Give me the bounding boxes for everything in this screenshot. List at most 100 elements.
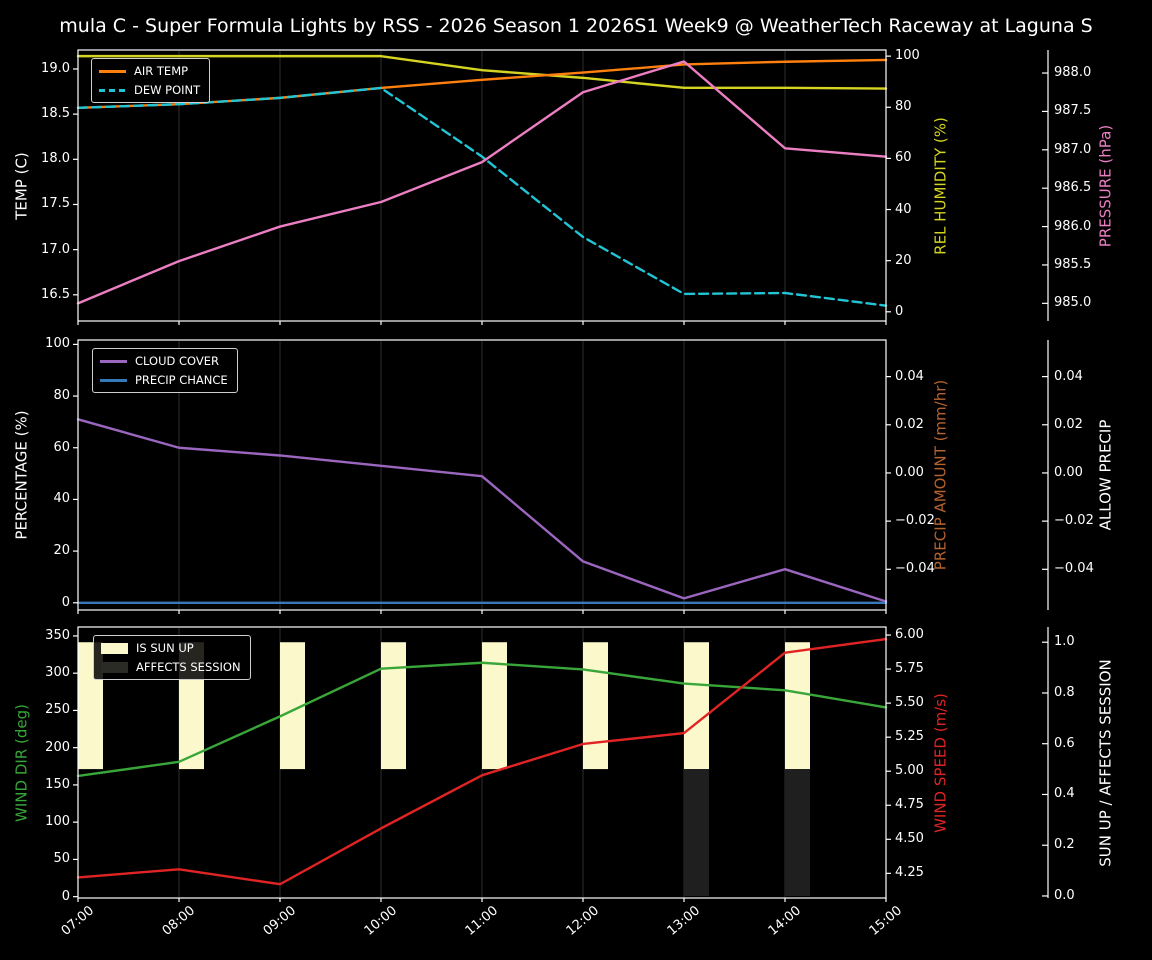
- bar-is-sun-up: [684, 642, 709, 770]
- bar-affects-session: [785, 769, 810, 896]
- bar-is-sun-up: [583, 642, 608, 770]
- y-tick-label: 18.5: [41, 106, 70, 122]
- series-rel-humidity: [76, 54, 888, 90]
- y-tick-label: 0.2: [1054, 837, 1075, 853]
- y-tick-label: 5.00: [895, 763, 924, 779]
- y-tick-label: 987.0: [1054, 141, 1092, 157]
- axis-label-precip-amount-mm-hr: PRECIP AMOUNT (mm/hr): [931, 379, 950, 571]
- y-tick-label: 350: [45, 627, 70, 643]
- y-tick-label: 18.0: [41, 151, 70, 167]
- legend-item-is-sun-up: IS SUN UP: [101, 641, 241, 655]
- y-tick-label: 200: [45, 739, 70, 755]
- series-dew-point: [76, 86, 888, 307]
- legend-item-dew-point: DEW POINT: [99, 83, 200, 97]
- y-tick-label: 100: [45, 814, 70, 830]
- y-tick-label: 40: [53, 491, 70, 507]
- y-tick-label: 0: [61, 888, 70, 904]
- legend-swatch: [100, 359, 127, 363]
- y-tick-label: 20: [53, 543, 70, 559]
- y-tick-label: 300: [45, 665, 70, 681]
- legend-panel-2: CLOUD COVER PRECIP CHANCE: [92, 348, 238, 393]
- y-tick-label: 4.50: [895, 831, 924, 847]
- legend-item-air-temp: AIR TEMP: [99, 64, 200, 78]
- y-tick-label: 987.5: [1054, 103, 1092, 119]
- y-tick-label: 985.0: [1054, 295, 1092, 311]
- y-tick-label: 60: [53, 439, 70, 455]
- y-tick-label: 16.5: [41, 286, 70, 302]
- y-tick-label: 17.0: [41, 241, 70, 257]
- y-tick-label: 50: [53, 851, 70, 867]
- y-tick-label: −0.02: [1054, 513, 1094, 529]
- axis-label-pressure-hpa: PRESSURE (hPa): [1096, 124, 1115, 247]
- legend-item-affects-session: AFFECTS SESSION: [101, 660, 241, 674]
- legend-label: DEW POINT: [134, 83, 201, 97]
- legend-label: CLOUD COVER: [135, 354, 220, 368]
- axis-label-sun-up-affects-session: SUN UP / AFFECTS SESSION: [1096, 658, 1115, 867]
- y-tick-label: 250: [45, 702, 70, 718]
- y-tick-label: 150: [45, 776, 70, 792]
- bar-is-sun-up: [482, 642, 507, 770]
- y-tick-label: 5.50: [895, 695, 924, 711]
- legend-swatch: [100, 378, 127, 382]
- axis-label-wind-dir-deg: WIND DIR (deg): [12, 703, 31, 822]
- y-tick-label: −0.02: [895, 513, 935, 529]
- y-tick-label: 6.00: [895, 627, 924, 643]
- chart-title: mula C - Super Formula Lights by RSS - 2…: [59, 15, 1093, 37]
- y-tick-label: 988.0: [1054, 65, 1092, 81]
- y-tick-label: 4.75: [895, 797, 924, 813]
- legend-label: IS SUN UP: [136, 641, 194, 655]
- y-tick-label: 0.4: [1054, 786, 1075, 802]
- y-tick-label: 5.75: [895, 661, 924, 677]
- axis-label-percentage: PERCENTAGE (%): [12, 410, 31, 540]
- y-tick-label: 19.0: [41, 60, 70, 76]
- y-tick-label: 0.02: [895, 416, 924, 432]
- y-tick-label: 0.04: [895, 368, 924, 384]
- legend-label: AIR TEMP: [134, 64, 189, 78]
- legend-panel-3: IS SUN UP AFFECTS SESSION: [93, 635, 251, 680]
- bar-is-sun-up: [785, 642, 810, 770]
- legend-swatch: [99, 88, 126, 92]
- y-tick-label: 0.00: [895, 464, 924, 480]
- y-tick-label: 100: [45, 336, 70, 352]
- legend-panel-1: AIR TEMP DEW POINT: [91, 58, 211, 103]
- y-tick-label: 40: [895, 201, 912, 217]
- y-tick-label: 985.5: [1054, 256, 1092, 272]
- y-tick-label: 20: [895, 252, 912, 268]
- axis-label-rel-humidity: REL HUMIDITY (%): [931, 116, 950, 255]
- legend-item-cloud-cover: CLOUD COVER: [100, 354, 228, 368]
- y-tick-label: 0.00: [1054, 464, 1083, 480]
- series-wind-dir: [76, 661, 888, 778]
- y-tick-label: −0.04: [1054, 561, 1094, 577]
- y-tick-label: 0.0: [1054, 887, 1075, 903]
- legend-label: PRECIP CHANCE: [135, 373, 228, 387]
- y-tick-label: 60: [895, 150, 912, 166]
- y-tick-label: 1.0: [1054, 634, 1075, 650]
- series-cloud-cover: [76, 418, 888, 603]
- legend-item-precip-chance: PRECIP CHANCE: [100, 373, 228, 387]
- bar-is-sun-up: [381, 642, 406, 770]
- axis-label-allow-precip: ALLOW PRECIP: [1096, 419, 1115, 531]
- legend-swatch: [101, 661, 128, 673]
- y-tick-label: 986.0: [1054, 218, 1092, 234]
- y-tick-label: 17.5: [41, 196, 70, 212]
- y-tick-label: 0.8: [1054, 684, 1075, 700]
- y-tick-label: 5.25: [895, 729, 924, 745]
- bar-affects-session: [684, 769, 709, 896]
- y-tick-label: 4.25: [895, 865, 924, 881]
- y-tick-label: 0.04: [1054, 368, 1083, 384]
- y-tick-label: 0: [895, 303, 904, 319]
- series-pressure: [76, 60, 888, 305]
- y-tick-label: 100: [895, 48, 920, 64]
- y-tick-label: 986.5: [1054, 180, 1092, 196]
- y-tick-label: 80: [53, 388, 70, 404]
- y-tick-label: 0: [61, 594, 70, 610]
- legend-swatch: [99, 69, 126, 73]
- series-wind-speed: [76, 637, 888, 886]
- y-tick-label: 80: [895, 99, 912, 115]
- y-tick-label: 0.02: [1054, 416, 1083, 432]
- legend-swatch: [101, 642, 128, 654]
- y-tick-label: −0.04: [895, 561, 935, 577]
- axis-label-wind-speed-m-s: WIND SPEED (m/s): [931, 692, 950, 833]
